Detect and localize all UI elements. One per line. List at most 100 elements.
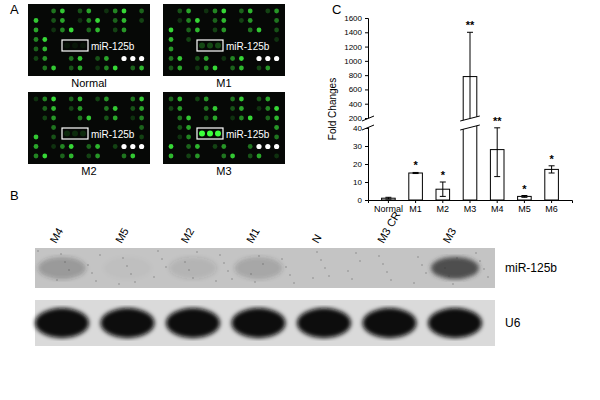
error-bar [467, 32, 473, 120]
x-tick-label: M4 [491, 204, 504, 214]
array-spot [34, 18, 39, 23]
array-background [28, 4, 150, 76]
error-cap [467, 32, 473, 33]
array-spot [60, 28, 65, 33]
array-spot [78, 18, 83, 23]
blot-speck [324, 267, 326, 269]
control-spot [256, 144, 261, 149]
array-spot [42, 66, 47, 71]
significance: ** [466, 19, 475, 31]
error-line [470, 32, 471, 120]
array-spot [274, 154, 279, 159]
significance: * [549, 153, 554, 165]
error-bar [494, 128, 500, 177]
panel-letter: C [332, 2, 341, 17]
array-spot [169, 47, 174, 52]
probe-spot [215, 43, 221, 49]
u6-band [363, 308, 417, 338]
array-spot [95, 97, 100, 102]
u6-band [166, 308, 220, 338]
array-spot [257, 66, 262, 71]
blot-speck [87, 264, 89, 266]
array-spot [230, 106, 235, 111]
array-spot [204, 116, 209, 121]
control-spot [130, 144, 135, 149]
blot-speck [99, 254, 101, 256]
break-gap [460, 116, 480, 130]
figure: ABCmiR-125bNormalmiR-125bM1miR-125bM2miR… [0, 0, 600, 400]
array-spot [139, 106, 144, 111]
y-tick-label: 1600 [344, 14, 362, 23]
blot-speck [289, 274, 291, 276]
control-spot [274, 144, 279, 149]
probe-box [197, 40, 223, 51]
probe-label: miR-125b [226, 41, 270, 52]
x-tick-mark [524, 200, 525, 203]
y-tick: 1600 [344, 14, 368, 23]
array-spot [248, 144, 253, 149]
control-spot [265, 144, 270, 149]
array-spot [239, 106, 244, 111]
array-spot [42, 56, 47, 61]
y-tick-mark [365, 200, 368, 201]
break-gap [362, 116, 374, 130]
array-spot [95, 144, 100, 149]
lane-label: M3 CR [375, 209, 403, 245]
probe-spot [64, 131, 70, 137]
blot-speck [293, 282, 295, 284]
array-spot [195, 154, 200, 159]
array-spot [34, 97, 39, 102]
error-cap [440, 196, 446, 197]
blot-speck [475, 252, 477, 254]
array-spot [274, 116, 279, 121]
array-spot [195, 28, 200, 33]
probe-box [62, 128, 88, 139]
control-spot [139, 144, 144, 149]
array-spot [274, 106, 279, 111]
array-image: miR-125b [28, 92, 150, 164]
array-spot [34, 47, 39, 52]
y-tick: 1200 [344, 43, 368, 52]
error-cap [549, 165, 555, 166]
array-spot [113, 66, 118, 71]
array-background [163, 92, 285, 164]
blot-speck [56, 279, 58, 281]
array-spot [177, 18, 182, 23]
y-tick-label: 1200 [344, 43, 362, 52]
lane-label: M2 [178, 226, 196, 245]
array-spot [213, 106, 218, 111]
array-spot [169, 37, 174, 42]
array-spot [213, 18, 218, 23]
x-tick-mark [470, 200, 471, 203]
array-spot [230, 66, 235, 71]
y-tick-mark [365, 164, 368, 165]
probe-spot [80, 43, 86, 49]
array-spot [169, 154, 174, 159]
blot-speck [386, 271, 388, 273]
blot-speck [452, 283, 454, 285]
array-spot [104, 106, 109, 111]
u6-band [35, 308, 89, 338]
y-axis-title: Fold Changes [327, 78, 338, 140]
array-image: miR-125b [28, 4, 150, 76]
y-tick-label: 0 [358, 196, 363, 205]
significance: ** [493, 115, 502, 127]
control-spot [121, 144, 126, 149]
array-image: miR-125b [163, 92, 285, 164]
blot-speck [161, 258, 163, 260]
error-cap [549, 173, 555, 174]
control-spot [139, 56, 144, 61]
array-spot [113, 28, 118, 33]
blot-speck [312, 277, 314, 279]
array-spot [230, 116, 235, 121]
array-image: miR-125b [163, 4, 285, 76]
array-spot [95, 28, 100, 33]
y-tick-label: 200 [349, 114, 363, 123]
blot-speck [359, 260, 361, 262]
array-spot [274, 135, 279, 140]
array-spot [69, 154, 74, 159]
y-tick-mark [365, 182, 368, 183]
blot-speck [390, 279, 392, 281]
array-spot [51, 18, 56, 23]
y-tick-mark [365, 146, 368, 147]
